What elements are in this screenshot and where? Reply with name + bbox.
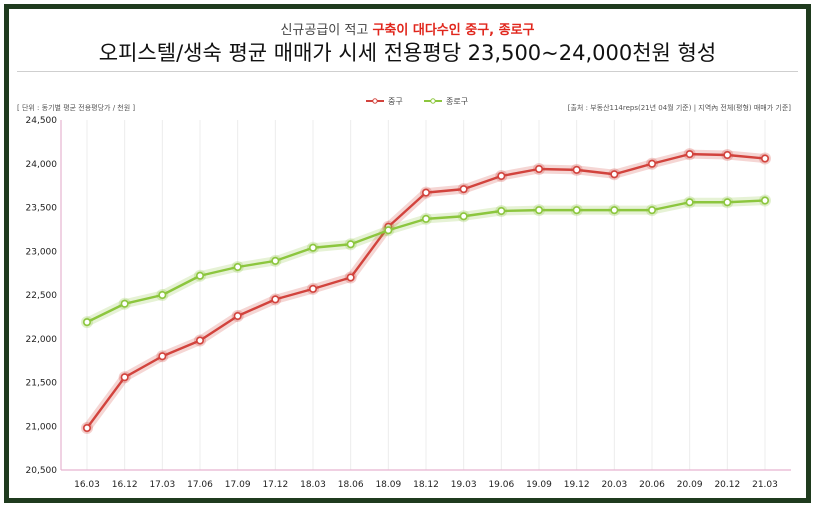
line-chart: 16.03 16.12 17.03 17.06 17.09 17.12 18.03 18.06… [17, 97, 791, 490]
grid-layer [86, 120, 766, 470]
data-point-jongno [685, 198, 694, 207]
data-point-jung [346, 273, 355, 282]
title-divider [17, 71, 798, 72]
chart-frame: 신규공급이 적고 구축이 대다수인 중구, 종로구 오피스텔/생숙 평균 매매가… [4, 4, 811, 503]
data-point-jung [83, 423, 92, 432]
y-tick-label: 21,000 [26, 422, 58, 432]
x-tick-label: 17.09 [225, 480, 251, 490]
legend-label-jongno: 종로구 [446, 97, 468, 106]
x-tick-label: 18.03 [300, 480, 326, 490]
x-tick-label: 19.09 [526, 480, 552, 490]
data-point-jongno [421, 214, 430, 223]
data-point-jongno [158, 290, 167, 299]
data-point-jongno [723, 198, 732, 207]
data-point-jung [158, 352, 167, 361]
data-point-jung [459, 185, 468, 194]
legend-marker-jung [372, 98, 378, 104]
legend-marker-jongno [430, 98, 436, 104]
data-point-jung [647, 159, 656, 168]
x-tick-label: 17.12 [262, 480, 288, 490]
x-tick-label: 16.12 [112, 480, 138, 490]
data-point-jongno [83, 318, 92, 327]
data-point-jongno [760, 196, 769, 205]
data-point-jung [421, 188, 430, 197]
x-tick-label: 20.09 [677, 480, 703, 490]
data-point-jongno [610, 206, 619, 215]
legend-label-jung: 중구 [388, 97, 403, 106]
data-point-jongno [572, 206, 581, 215]
x-tick-label: 19.12 [564, 480, 590, 490]
data-point-jung [723, 151, 732, 160]
y-tick-label: 24,000 [26, 160, 58, 170]
data-point-jongno [384, 226, 393, 235]
data-point-jung [610, 170, 619, 179]
data-point-jung [534, 165, 543, 174]
subtitle-highlight: 구축이 대다수인 중구, 종로구 [372, 23, 535, 38]
series-layer [81, 148, 771, 434]
x-tick-label: 17.06 [187, 480, 213, 490]
x-tick-label: 17.03 [149, 480, 175, 490]
y-tick-label: 22,000 [26, 335, 58, 345]
legend: 중구 종로구 [366, 97, 468, 106]
data-point-jongno [497, 207, 506, 216]
data-point-jung [233, 311, 242, 320]
x-tick-label: 18.06 [338, 480, 364, 490]
x-tick-label: 19.06 [488, 480, 514, 490]
data-point-jongno [647, 206, 656, 215]
x-tick-label: 18.09 [375, 480, 401, 490]
y-tick-label: 20,500 [26, 466, 58, 476]
x-tick-label: 20.06 [639, 480, 665, 490]
y-tick-label: 24,500 [26, 116, 58, 126]
data-point-jung [271, 295, 280, 304]
data-point-jongno [196, 271, 205, 280]
x-tick-label: 18.12 [413, 480, 439, 490]
x-tick-label: 20.12 [714, 480, 740, 490]
x-tick-label: 20.03 [601, 480, 627, 490]
subtitle-plain: 신규공급이 적고 [280, 23, 373, 38]
source-note: [출처 : 부동산114reps(21년 04월 기준) | 지역內 전체(평형… [568, 103, 791, 112]
data-point-jongno [308, 243, 317, 252]
data-point-jung [196, 336, 205, 345]
data-point-jongno [346, 240, 355, 249]
y-tick-label: 21,500 [26, 379, 58, 389]
data-point-jung [308, 284, 317, 293]
y-tick-label: 23,500 [26, 204, 58, 214]
chart-subtitle: 신규공급이 적고 구축이 대다수인 중구, 종로구 [9, 19, 806, 38]
label-layer: 16.03 16.12 17.03 17.06 17.09 17.12 18.03 18.06… [26, 116, 778, 490]
y-tick-label: 23,000 [26, 247, 58, 257]
x-tick-label: 21.03 [752, 480, 778, 490]
chart-title: 오피스텔/생숙 평균 매매가 시세 전용평당 23,500~24,000천원 형… [98, 41, 717, 65]
data-point-jung [760, 154, 769, 163]
data-point-jongno [120, 299, 129, 308]
unit-note: [ 단위 : 동기별 평균 전용평당가 / 천원 ] [17, 103, 135, 112]
data-point-jongno [233, 263, 242, 272]
x-tick-label: 16.03 [74, 480, 100, 490]
data-point-jongno [271, 256, 280, 265]
axis-layer [60, 120, 791, 471]
x-tick-label: 19.03 [451, 480, 477, 490]
data-point-jung [685, 150, 694, 159]
data-point-jongno [534, 206, 543, 215]
data-point-jung [120, 373, 129, 382]
data-point-jongno [459, 212, 468, 221]
y-tick-label: 22,500 [26, 291, 58, 301]
data-point-jung [572, 165, 581, 174]
data-point-jung [497, 172, 506, 181]
